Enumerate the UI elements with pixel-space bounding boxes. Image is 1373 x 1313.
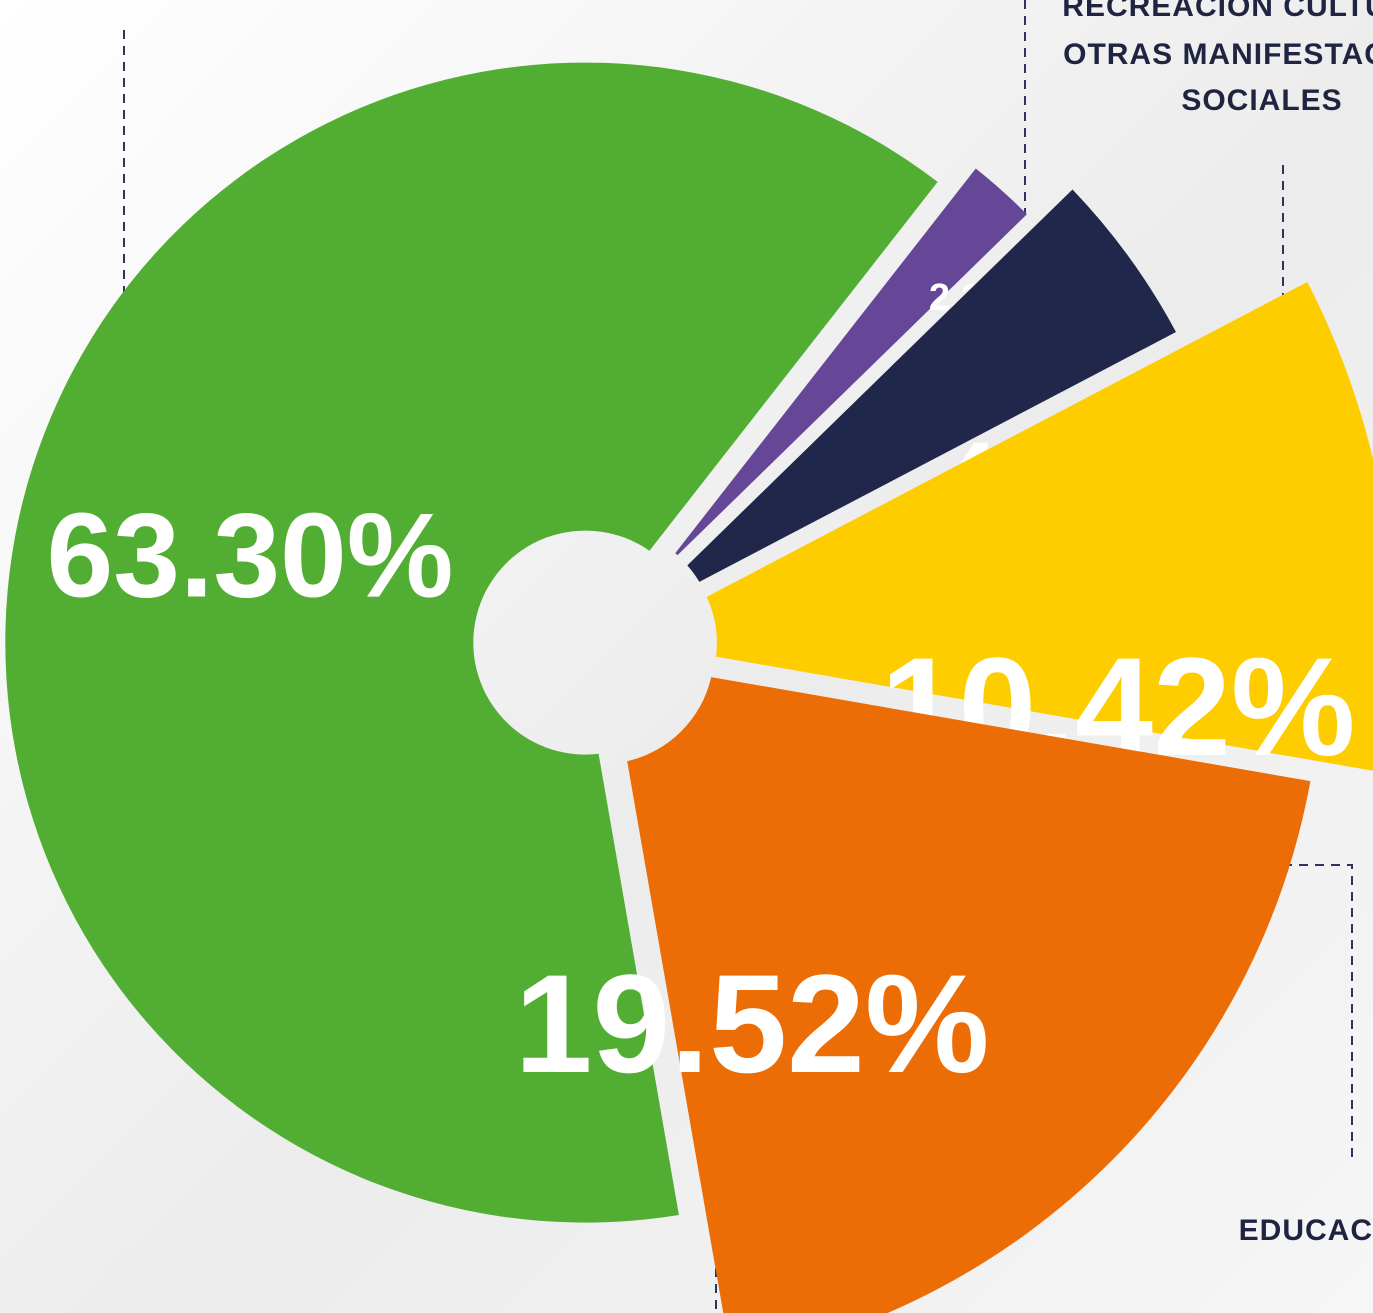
- slices: 63.30%2.14 %4.62%10.42%19.52%: [5, 62, 1373, 1313]
- slice: [687, 189, 1176, 582]
- slice: [706, 281, 1373, 771]
- annotation: EDUCAC: [1239, 1214, 1373, 1247]
- slice: [675, 168, 1027, 556]
- leader-line: [1283, 864, 1353, 1160]
- slice: [627, 677, 1311, 1313]
- data-label: 19.52%: [515, 945, 990, 1102]
- annotation: RECREACIÓN CULTU: [1062, 0, 1373, 23]
- data-label: 63.30%: [47, 489, 454, 623]
- annotation: SOCIALES: [1181, 84, 1342, 117]
- slice: [5, 62, 938, 1223]
- annotation: OTRAS MANIFESTAC: [1063, 38, 1373, 71]
